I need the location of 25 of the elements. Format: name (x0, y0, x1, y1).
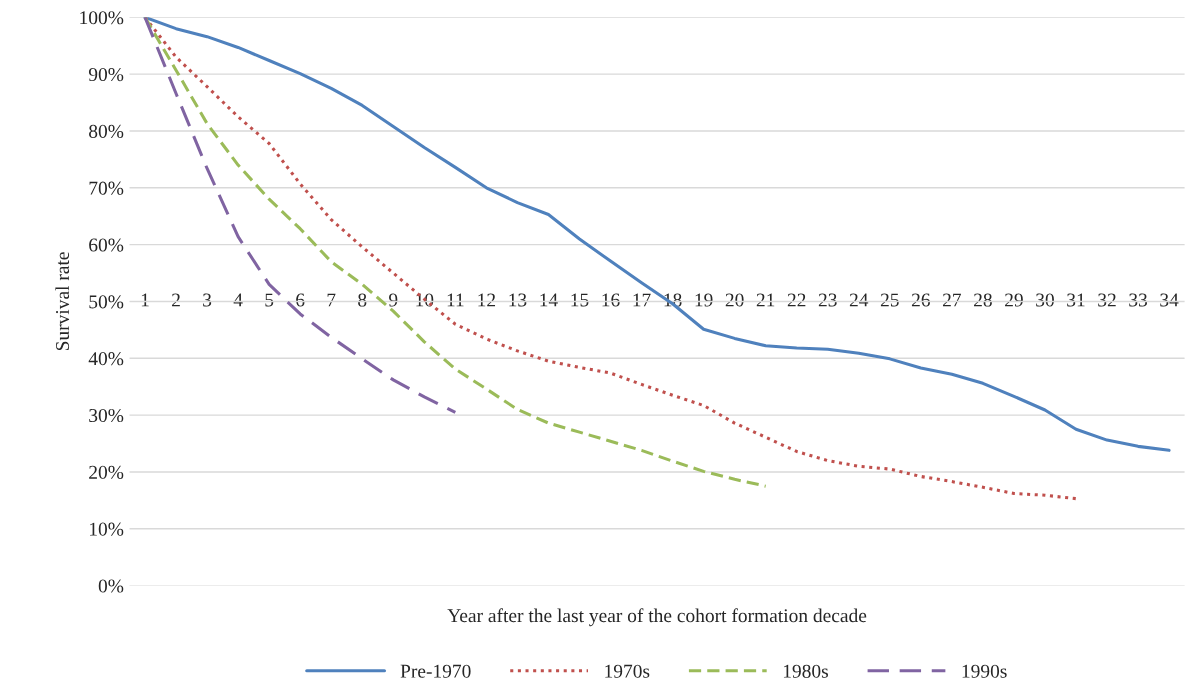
legend-label: 1970s (605, 664, 650, 678)
x-tick-label: 2 (172, 293, 180, 307)
x-tick-label: 29 (1005, 293, 1023, 307)
y-tick-label: 40% (88, 352, 124, 366)
x-axis-title: Year after the last year of the cohort formation decade (447, 608, 867, 627)
y-axis-title: Survival rate (55, 252, 70, 351)
y-tick-label: 100% (80, 11, 124, 25)
legend-label: 1990s (962, 664, 1007, 678)
y-tick-label: 70% (89, 181, 124, 195)
x-tick-label: 32 (1098, 293, 1116, 307)
y-tick-label: 80% (89, 124, 124, 138)
x-tick-label: 7 (327, 293, 336, 307)
y-tick-label: 10% (90, 522, 124, 536)
y-tick-label: 90% (88, 67, 124, 82)
legend-label: Pre-1970 (400, 664, 471, 678)
y-tick-label: 30% (89, 408, 124, 423)
legend-label: 1980s (783, 664, 828, 678)
y-tick-label: 20% (89, 465, 124, 479)
y-tick-label: 0% (98, 579, 124, 593)
y-tick-label: 50% (89, 295, 124, 309)
y-tick-label: 60% (89, 238, 124, 252)
x-tick-label: 24 (849, 293, 869, 307)
x-tick-label: 20 (725, 293, 744, 307)
x-tick-label: 23 (818, 293, 837, 307)
x-tick-label: 25 (880, 293, 899, 307)
